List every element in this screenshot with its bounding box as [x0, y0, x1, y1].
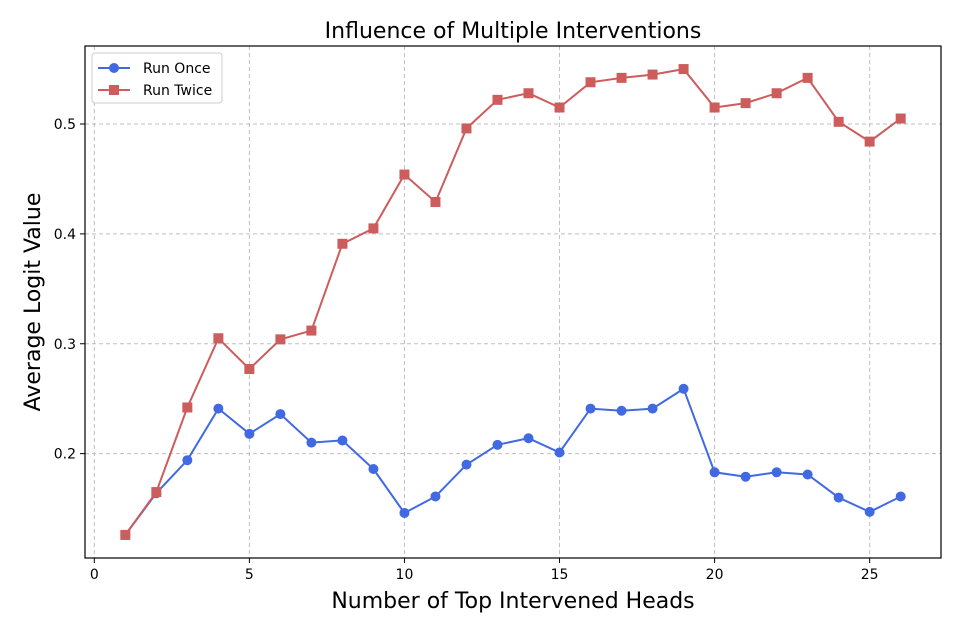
- data-point-run-once: [306, 437, 317, 448]
- x-axis-label: Number of Top Intervened Heads: [331, 589, 694, 614]
- x-tick-label: 25: [861, 567, 879, 583]
- data-point-run-twice: [275, 334, 286, 345]
- data-point-run-once: [616, 405, 627, 416]
- data-point-run-twice: [492, 94, 503, 105]
- data-point-run-once: [864, 506, 875, 517]
- legend-marker-run-once: [109, 63, 119, 73]
- plot-area-frame: [84, 45, 942, 559]
- data-point-run-twice: [740, 98, 751, 109]
- legend-label-run-once: Run Once: [143, 61, 211, 77]
- data-point-run-once: [461, 459, 472, 470]
- legend-entry-run-once: Run Once: [98, 61, 211, 77]
- data-point-run-once: [368, 464, 379, 475]
- data-point-run-once: [244, 428, 255, 439]
- data-point-run-once: [523, 433, 534, 444]
- y-tick-label: 0.2: [54, 447, 76, 463]
- series-line-run-once: [124, 387, 902, 536]
- data-point-run-twice: [244, 364, 255, 375]
- data-point-run-twice: [585, 77, 596, 88]
- data-point-run-twice: [337, 238, 348, 249]
- data-point-run-twice: [833, 116, 844, 127]
- data-point-run-twice: [213, 333, 224, 344]
- data-point-run-once: [833, 492, 844, 503]
- data-point-run-twice: [368, 223, 379, 234]
- data-point-run-twice: [771, 88, 782, 99]
- legend-marker-run-twice: [109, 85, 119, 95]
- data-point-run-twice: [430, 197, 441, 208]
- legend: Run Once Run Twice: [91, 52, 223, 104]
- x-tick-label: 5: [245, 567, 254, 583]
- data-point-run-once: [182, 455, 193, 466]
- data-point-run-once: [399, 507, 410, 518]
- data-point-run-once: [430, 491, 441, 502]
- legend-label-run-twice: Run Twice: [143, 83, 212, 99]
- series-line-run-twice: [124, 68, 902, 536]
- data-point-run-once: [213, 403, 224, 414]
- data-point-run-once: [275, 409, 286, 420]
- y-axis-label: Average Logit Value: [21, 193, 46, 412]
- data-point-run-once: [771, 467, 782, 478]
- data-point-run-once: [647, 403, 658, 414]
- data-point-run-once: [709, 467, 720, 478]
- x-tick-label: 10: [396, 567, 414, 583]
- y-tick-label: 0.3: [54, 337, 76, 353]
- data-point-run-twice: [554, 102, 565, 113]
- data-point-run-once: [678, 383, 689, 394]
- data-point-run-once: [740, 471, 751, 482]
- data-point-run-twice: [709, 102, 720, 113]
- y-tick-label: 0.5: [54, 117, 76, 133]
- data-point-run-twice: [895, 113, 906, 124]
- data-point-run-twice: [523, 88, 534, 99]
- data-point-run-twice: [399, 169, 410, 180]
- ticks-layer: 0 5 10 15 20 25 0.2 0.3 0.4 0.5: [54, 117, 879, 583]
- data-point-run-twice: [306, 325, 317, 336]
- data-point-run-twice: [647, 69, 658, 80]
- chart-title: Influence of Multiple Interventions: [325, 19, 702, 44]
- data-point-run-once: [554, 447, 565, 458]
- x-tick-label: 20: [706, 567, 724, 583]
- data-point-run-once: [492, 439, 503, 450]
- data-point-run-twice: [151, 487, 162, 498]
- data-point-run-twice: [182, 402, 193, 413]
- data-point-run-twice: [461, 123, 472, 134]
- data-point-run-twice: [802, 72, 813, 83]
- data-point-run-twice: [120, 529, 131, 540]
- data-point-run-once: [337, 435, 348, 446]
- y-tick-label: 0.4: [54, 227, 76, 243]
- data-point-run-twice: [864, 136, 875, 147]
- x-tick-label: 0: [90, 567, 99, 583]
- data-point-run-once: [585, 403, 596, 414]
- grid-layer: [85, 46, 941, 558]
- series-layer: [120, 64, 906, 540]
- data-point-run-twice: [678, 64, 689, 75]
- legend-entry-run-twice: Run Twice: [98, 83, 212, 99]
- x-tick-label: 15: [551, 567, 569, 583]
- data-point-run-twice: [616, 72, 627, 83]
- data-point-run-once: [895, 491, 906, 502]
- data-point-run-once: [802, 469, 813, 480]
